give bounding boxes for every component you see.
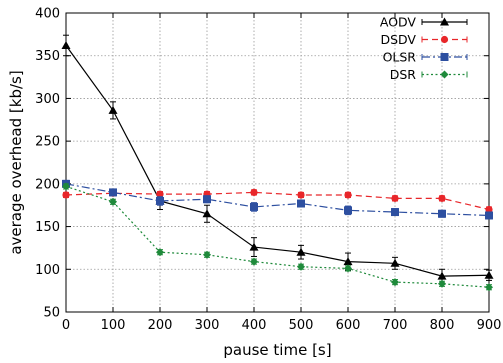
legend: AODV DSDV OLSR DSR — [380, 15, 468, 82]
grid — [66, 13, 489, 312]
x-tick-label: 900 — [477, 318, 502, 333]
data-point — [297, 199, 305, 208]
series-line — [65, 191, 490, 211]
x-tick-label: 800 — [430, 318, 455, 333]
data-point — [156, 196, 164, 205]
legend-label: AODV — [380, 15, 417, 30]
data-point — [343, 257, 353, 266]
data-point — [61, 40, 71, 49]
data-point — [62, 191, 70, 199]
x-tick-label: 600 — [336, 318, 361, 333]
series-olsr — [62, 179, 493, 220]
x-tick-label: 300 — [195, 318, 220, 333]
data-series — [61, 34, 494, 292]
x-tick-label: 400 — [242, 318, 267, 333]
data-point — [391, 194, 399, 202]
data-point — [438, 209, 446, 218]
data-point — [156, 190, 164, 198]
data-point — [437, 271, 447, 280]
x-tick-label: 100 — [101, 318, 126, 333]
legend-marker — [440, 17, 449, 26]
plot-area — [65, 12, 490, 313]
legend-marker — [440, 70, 449, 79]
data-point — [203, 195, 211, 204]
y-axis-title: average overhead [kb/s] — [7, 70, 25, 254]
data-point — [390, 258, 400, 267]
legend-item-olsr: OLSR — [383, 50, 468, 65]
y-tick-label: 150 — [35, 220, 60, 235]
series-line — [65, 185, 490, 288]
data-point — [297, 191, 305, 199]
axis-ticks: 0 100 200 300 400 500 600 700 800 900 50 100 150 200 2… — [35, 7, 501, 334]
data-point — [297, 262, 305, 271]
legend-item-dsdv: DSDV — [380, 32, 468, 47]
data-point — [485, 211, 493, 220]
y-tick-label: 300 — [35, 92, 60, 107]
data-point — [202, 209, 212, 218]
data-point — [438, 279, 446, 288]
data-point — [391, 208, 399, 217]
data-point — [62, 182, 70, 191]
y-tick-label: 200 — [35, 177, 60, 192]
x-tick-label: 700 — [383, 318, 408, 333]
series-dsdv — [62, 188, 493, 214]
data-point — [484, 270, 494, 279]
legend-label: DSDV — [380, 32, 416, 47]
legend-marker — [440, 53, 449, 61]
y-tick-label: 350 — [35, 49, 60, 64]
data-point — [109, 197, 117, 206]
series-line — [65, 183, 490, 217]
data-point — [296, 247, 306, 256]
data-point — [485, 283, 493, 292]
data-point — [249, 242, 259, 251]
data-point — [156, 248, 164, 257]
x-tick-label: 500 — [289, 318, 314, 333]
legend-label: DSR — [390, 67, 417, 82]
x-tick-label: 0 — [62, 318, 70, 333]
data-point — [344, 191, 352, 199]
x-tick-label: 200 — [148, 318, 173, 333]
data-point — [391, 278, 399, 287]
data-point — [485, 205, 493, 214]
y-tick-label: 400 — [35, 7, 60, 22]
y-tick-label: 50 — [43, 306, 60, 321]
data-point — [250, 257, 258, 266]
data-point — [438, 194, 446, 202]
data-point — [344, 206, 352, 215]
data-point — [109, 188, 117, 197]
legend-item-dsr: DSR — [390, 67, 468, 82]
data-point — [203, 250, 211, 259]
data-point — [108, 105, 118, 114]
legend-label: OLSR — [383, 50, 417, 65]
x-axis-title: pause time [s] — [223, 341, 331, 359]
data-point — [250, 202, 258, 211]
legend-marker — [440, 35, 449, 44]
legend-item-aodv: AODV — [380, 15, 468, 30]
data-point — [250, 188, 258, 196]
series-dsr — [62, 182, 493, 292]
y-tick-label: 100 — [35, 263, 60, 278]
y-tick-label: 250 — [35, 135, 60, 150]
series-aodv — [61, 34, 494, 284]
series-line — [65, 45, 490, 277]
data-point — [344, 264, 352, 273]
